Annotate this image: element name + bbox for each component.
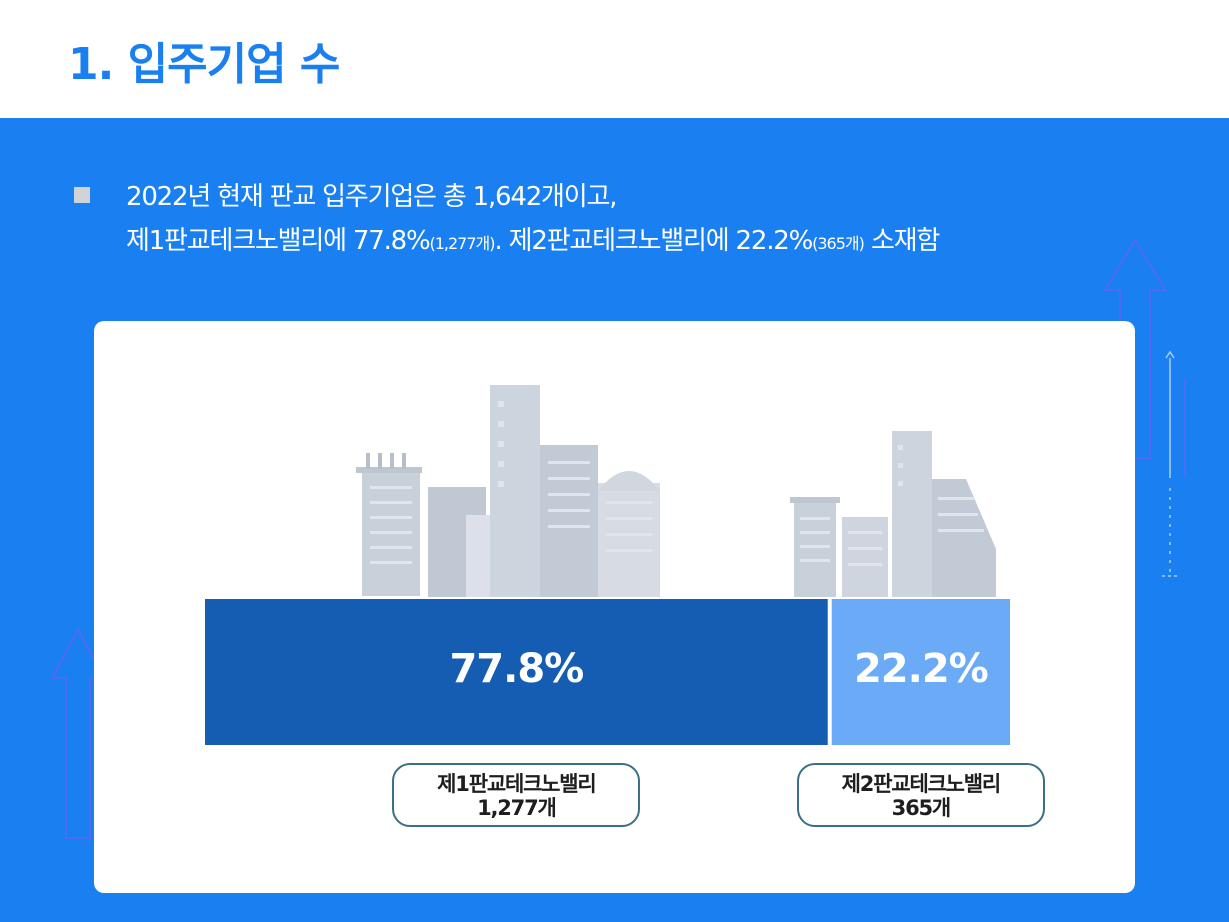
bar-value-label-first: 77.8%: [449, 646, 584, 692]
bullet-square: [74, 187, 90, 203]
bar-1: [205, 599, 828, 745]
deco-arrow-left: [50, 627, 106, 839]
bar-2: [831, 599, 1010, 745]
summary-text: 2022년 현재 판교 입주기업은 총 1,642개이고, 제1판교테크노밸리에…: [126, 175, 940, 266]
decorative-arrows: [50, 238, 1186, 839]
chart-card: 77.8% 22.2% 제1판교테크노밸리 1,277개 제2판교테크노밸리 3…: [94, 321, 1135, 893]
buildings-illustration-1: [356, 385, 660, 597]
deco-arrow-right: [1103, 238, 1167, 459]
summary-count-2: (365개): [812, 234, 865, 253]
summary-part: . 제2판교테크노밸리에 22.2%: [494, 226, 814, 256]
chart: [205, 385, 1010, 745]
title-bar: 1. 입주기업 수: [0, 0, 1229, 118]
summary-count-1: (1,277개): [429, 234, 495, 253]
category-label-first: 제1판교테크노밸리 1,277개: [392, 763, 641, 827]
category-name-first: 제1판교테크노밸리: [437, 772, 597, 796]
summary-line-2: 제1판교테크노밸리에 77.8%(1,277개). 제2판교테크노밸리에 22.…: [126, 219, 940, 266]
category-count-second: 365개: [891, 796, 952, 820]
summary-part: 제1판교테크노밸리에 77.8%: [126, 226, 431, 256]
category-name-second: 제2판교테크노밸리: [841, 772, 1002, 796]
page-title: 1. 입주기업 수: [68, 39, 340, 90]
category-label-second: 제2판교테크노밸리 365개: [796, 763, 1045, 827]
summary-line-1: 2022년 현재 판교 입주기업은 총 1,642개이고,: [126, 182, 617, 212]
buildings-illustration-2: [790, 431, 996, 597]
category-count-first: 1,277개: [477, 796, 557, 820]
bars-group: [205, 599, 1010, 745]
summary-part: 소재함: [863, 226, 940, 256]
bar-value-label-second: 22.2%: [853, 646, 989, 692]
